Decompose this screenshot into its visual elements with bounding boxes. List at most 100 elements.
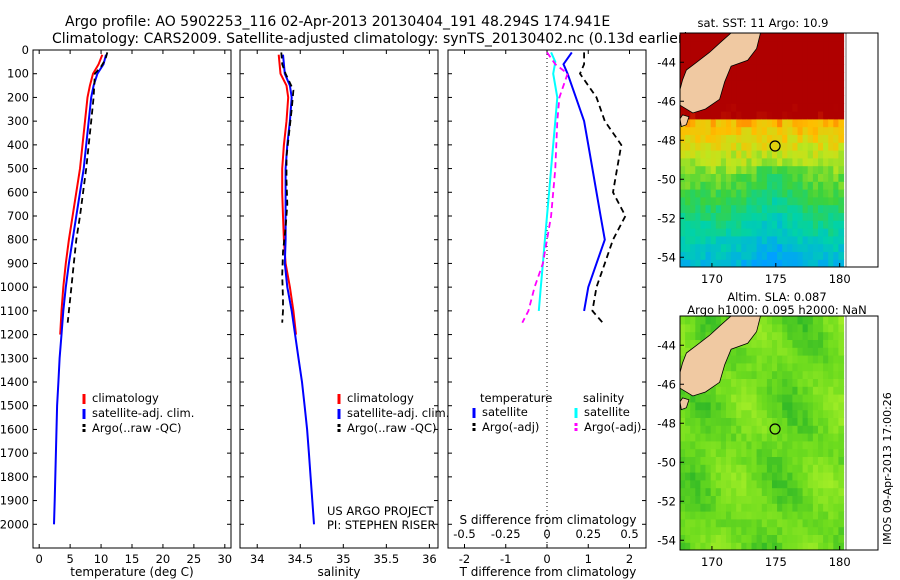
heatmap-cell: [812, 95, 819, 104]
heatmap-cell: [705, 118, 712, 128]
heatmap-cell: [797, 417, 804, 426]
heatmap-cell: [690, 228, 696, 237]
heatmap-cell: [828, 542, 834, 550]
heatmap-cell: [705, 181, 712, 190]
heatmap-cell: [695, 259, 701, 267]
heatmap-cell: [812, 495, 819, 504]
heatmap-cell: [741, 464, 747, 473]
heatmap-cell: [685, 526, 691, 535]
heatmap-cell: [782, 401, 788, 411]
heatmap-cell: [690, 518, 696, 528]
heatmap-cell: [746, 495, 753, 504]
heatmap-cell: [741, 235, 747, 245]
heatmap-cell: [741, 378, 747, 387]
heatmap-cell: [690, 472, 696, 481]
heatmap-cell: [828, 323, 834, 333]
heatmap-cell: [746, 526, 753, 535]
heatmap-cell: [741, 526, 747, 535]
heatmap-cell: [818, 243, 824, 252]
series-line-argo-raw-qc--line: [66, 52, 109, 323]
heatmap-cell: [710, 220, 717, 229]
heatmap-cell: [761, 479, 768, 489]
heatmap-cell: [766, 251, 773, 260]
heatmap-cell: [833, 181, 839, 190]
heatmap-cell: [731, 243, 737, 252]
heatmap-cell: [690, 316, 696, 325]
heatmap-cell: [715, 448, 722, 457]
heatmap-cell: [792, 111, 799, 120]
heatmap-cell: [680, 243, 686, 252]
heatmap-cell: [812, 259, 819, 267]
heatmap-cell: [797, 189, 804, 198]
heatmap-cell: [792, 362, 799, 372]
heatmap-cell: [685, 339, 691, 348]
heatmap-cell: [818, 479, 824, 489]
x-tick-label: -1: [500, 552, 511, 566]
heatmap-cell: [705, 495, 712, 504]
heatmap-cell: [823, 212, 829, 221]
heatmap-cell: [731, 72, 737, 81]
heatmap-cell: [772, 64, 778, 73]
heatmap-cell: [690, 243, 696, 252]
heatmap-cell: [782, 87, 788, 96]
heatmap-cell: [751, 518, 758, 528]
heatmap-cell: [700, 503, 707, 512]
heatmap-cell: [766, 181, 773, 190]
lon-tick-label: 180: [829, 555, 851, 569]
heatmap-cell: [833, 464, 839, 473]
heatmap-cell: [792, 235, 799, 245]
heatmap-cell: [812, 251, 819, 260]
heatmap-cell: [797, 134, 804, 143]
heatmap-cell: [823, 181, 829, 190]
heatmap-cell: [777, 433, 783, 442]
heatmap-cell: [736, 103, 742, 112]
heatmap-cell: [787, 378, 793, 387]
heatmap-cell: [797, 448, 804, 457]
heatmap-cell: [797, 347, 804, 356]
heatmap-cell: [746, 111, 753, 120]
series-line-satellite-salinity: [537, 51, 559, 311]
heatmap-cell: [761, 495, 768, 504]
heatmap-cell: [787, 370, 793, 379]
heatmap-cell: [731, 259, 737, 267]
heatmap-cell: [787, 72, 793, 81]
heatmap-cell: [766, 72, 773, 81]
heatmap-cell: [756, 526, 763, 535]
heatmap-cell: [823, 433, 829, 442]
heatmap-cell: [720, 189, 727, 198]
heatmap-cell: [756, 503, 763, 512]
heatmap-cell: [756, 103, 763, 112]
heatmap-cell: [690, 526, 696, 535]
heatmap-cell: [685, 511, 691, 520]
heatmap-cell: [818, 33, 824, 42]
heatmap-cell: [823, 220, 829, 229]
heatmap-cell: [746, 347, 753, 356]
heatmap-cell: [695, 142, 701, 151]
heatmap-cell: [766, 495, 773, 504]
heatmap-cell: [690, 157, 696, 167]
heatmap-cell: [838, 181, 845, 190]
heatmap-cell: [838, 534, 845, 543]
heatmap-cell: [787, 417, 793, 426]
heatmap-cell: [700, 425, 707, 434]
heatmap-cell: [787, 165, 793, 174]
heatmap-cell: [838, 417, 845, 426]
heatmap-cell: [812, 48, 819, 57]
heatmap-cell: [705, 111, 712, 120]
heatmap-cell: [700, 479, 707, 489]
heatmap-cell: [802, 48, 809, 57]
heatmap-cell: [782, 64, 788, 73]
heatmap-cell: [685, 33, 691, 42]
heatmap-cell: [833, 323, 839, 333]
x-tick-label: 35: [336, 552, 351, 566]
heatmap-cell: [833, 448, 839, 457]
heatmap-cell: [833, 511, 839, 520]
heatmap-cell: [823, 259, 829, 267]
heatmap-cell: [792, 386, 799, 395]
heatmap-cell: [838, 33, 845, 42]
heatmap-cell: [833, 355, 839, 364]
heatmap-cell: [818, 534, 824, 543]
heatmap-cell: [726, 370, 732, 379]
heatmap-cell: [802, 386, 809, 395]
heatmap-cell: [766, 103, 773, 112]
